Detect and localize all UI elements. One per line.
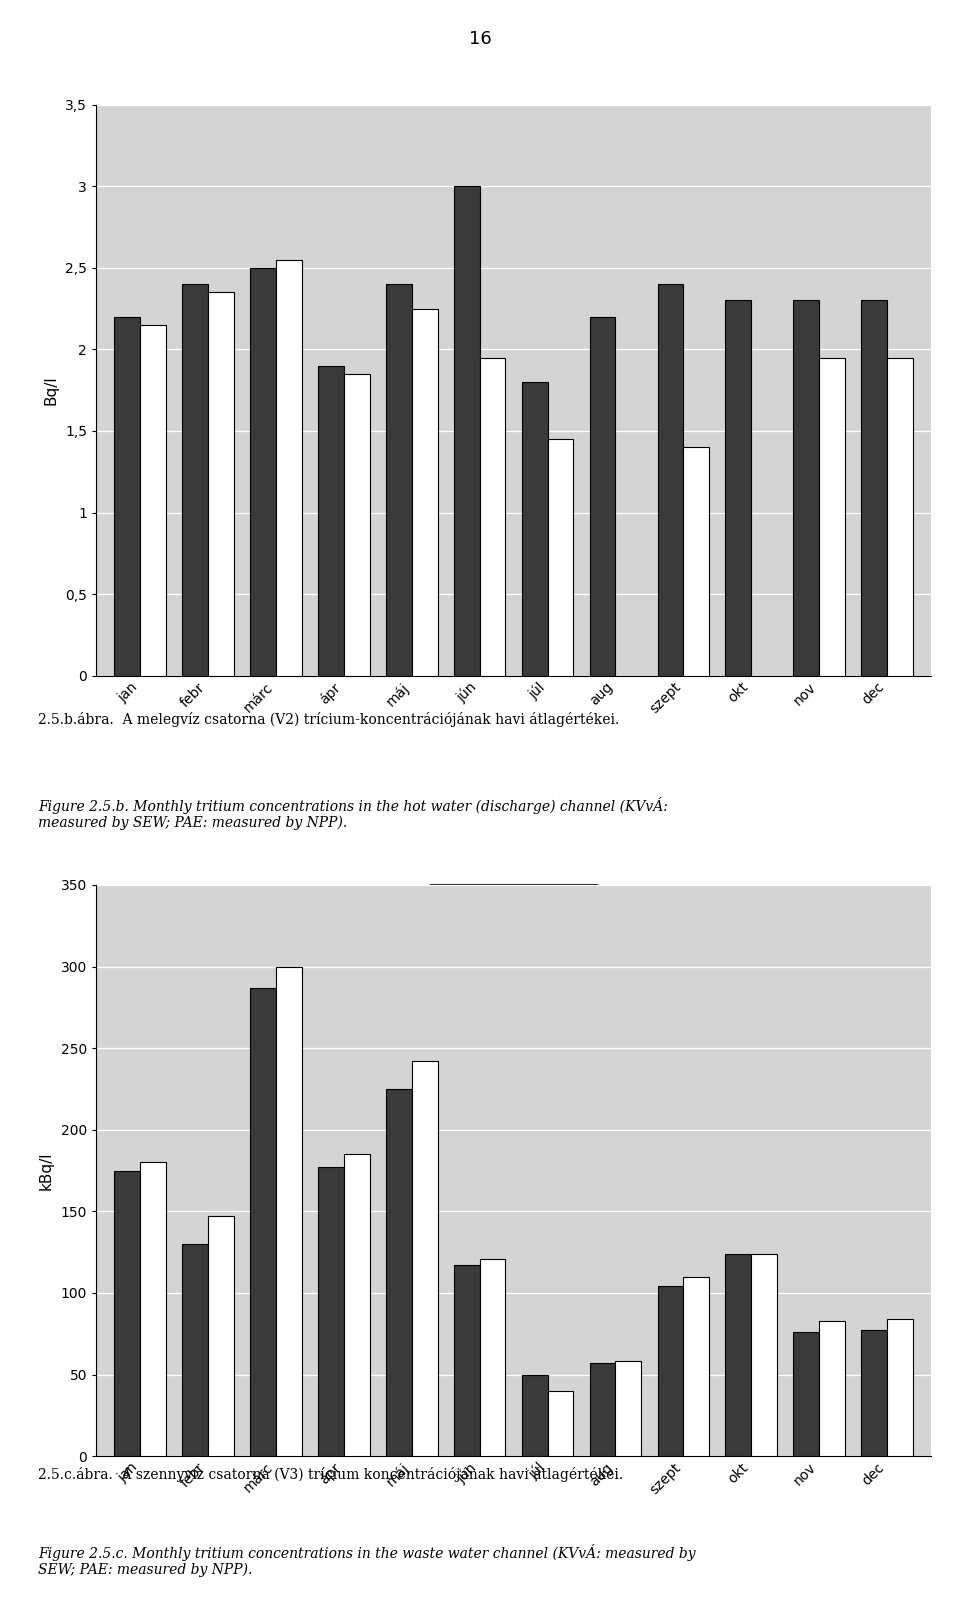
Bar [726,301,752,676]
Bar [819,1321,845,1456]
Bar [861,301,887,676]
Bar [276,967,301,1456]
Bar [793,1332,819,1456]
Legend: KvVÁ, PAE: KvVÁ, PAE [428,885,599,919]
Text: 2.5.b.ábra.  A melegvíz csatorna (V2) trícium-koncentrációjának havi átlagértéke: 2.5.b.ábra. A melegvíz csatorna (V2) trí… [37,711,619,727]
Bar [793,301,819,676]
Bar [752,1253,777,1456]
Bar [140,325,166,676]
Y-axis label: kBq/l: kBq/l [38,1152,54,1189]
Bar [547,439,573,676]
Bar [887,1319,913,1456]
Bar [251,988,276,1456]
Bar [589,317,615,676]
Bar [480,357,506,676]
Text: 16: 16 [468,31,492,48]
Text: Figure 2.5.c. Monthly tritium concentrations in the waste water channel (KVvÁ: m: Figure 2.5.c. Monthly tritium concentrat… [37,1543,695,1577]
Text: Figure 2.5.b. Monthly tritium concentrations in the hot water (discharge) channe: Figure 2.5.b. Monthly tritium concentrat… [37,796,668,830]
Bar [386,285,412,676]
Bar [658,285,684,676]
Bar [251,267,276,676]
Bar [412,309,438,676]
Y-axis label: Bq/l: Bq/l [43,375,58,405]
Bar [344,1154,370,1456]
Bar [726,1253,752,1456]
Bar [386,1089,412,1456]
Bar [208,293,234,676]
Bar [318,365,344,676]
Bar [589,1363,615,1456]
Bar [182,1244,208,1456]
Bar [276,259,301,676]
Bar [114,1171,140,1456]
Bar [344,373,370,676]
Bar [140,1162,166,1456]
Bar [819,357,845,676]
Bar [684,447,709,676]
Bar [480,1258,506,1456]
Bar [412,1062,438,1456]
Bar [861,1331,887,1456]
Bar [547,1390,573,1456]
Text: 2.5.c.ábra.  A szennyvíz csatorna (V3) trícium koncentrációjának havi átlagérték: 2.5.c.ábra. A szennyvíz csatorna (V3) tr… [37,1467,623,1482]
Bar [684,1276,709,1456]
Bar [454,187,480,676]
Bar [521,1374,547,1456]
Bar [615,1361,641,1456]
Bar [521,381,547,676]
Bar [454,1265,480,1456]
Bar [318,1167,344,1456]
Bar [114,317,140,676]
Bar [182,285,208,676]
Bar [658,1287,684,1456]
Bar [208,1216,234,1456]
Bar [887,357,913,676]
